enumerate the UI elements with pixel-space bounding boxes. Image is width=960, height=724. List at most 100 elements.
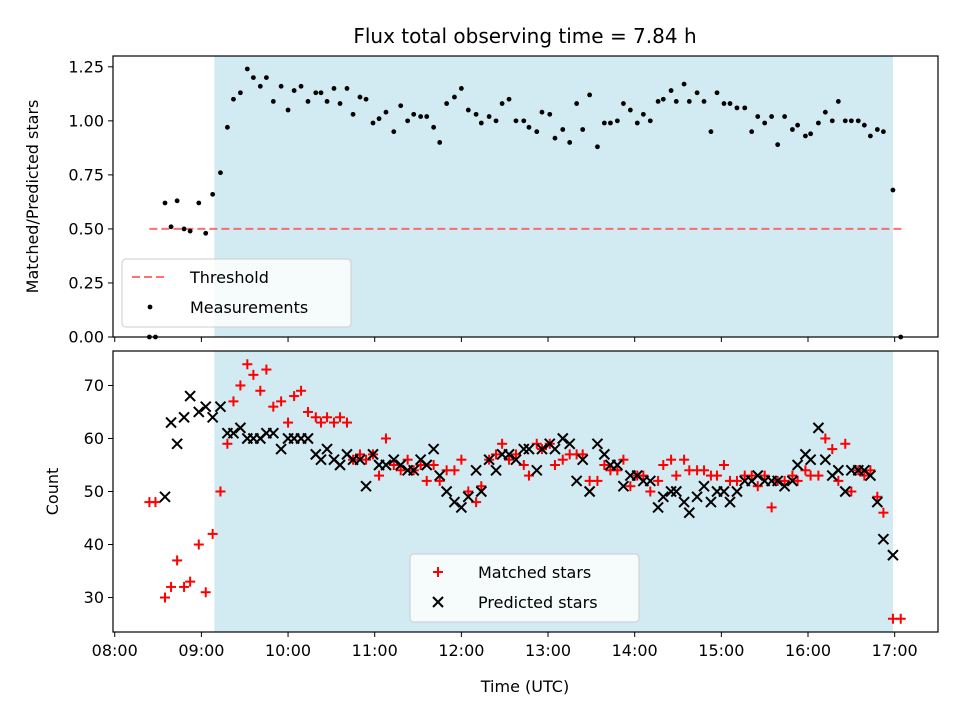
matched-star-point bbox=[666, 454, 677, 465]
matched-star-point bbox=[215, 486, 226, 497]
predicted-star-point bbox=[611, 459, 624, 471]
matched-star-point bbox=[638, 470, 649, 481]
legend-box bbox=[121, 258, 352, 328]
measurement-point bbox=[291, 88, 297, 93]
matched-star-point bbox=[820, 433, 831, 444]
predicted-star-point bbox=[786, 475, 799, 487]
matched-star-point bbox=[428, 459, 439, 470]
predicted-star-point bbox=[206, 411, 219, 423]
matched-star-point bbox=[166, 581, 177, 592]
measurement-point bbox=[595, 144, 600, 150]
predicted-star-point bbox=[523, 443, 535, 455]
measurement-point bbox=[231, 96, 236, 102]
measurement-point bbox=[344, 86, 350, 91]
measurement-point bbox=[513, 118, 519, 124]
predicted-star-point bbox=[791, 459, 804, 471]
matched-star-point bbox=[434, 475, 445, 486]
y-tick-label: 0.25 bbox=[68, 273, 104, 292]
measurement-point bbox=[580, 127, 586, 132]
y-tick-label: 70 bbox=[84, 376, 104, 395]
measurement-point bbox=[486, 114, 492, 119]
matched-star-point bbox=[185, 576, 196, 587]
measurement-point bbox=[405, 118, 411, 124]
measurement-point bbox=[708, 129, 714, 135]
matched-star-point bbox=[833, 475, 844, 486]
legend-predicted-swatch bbox=[432, 596, 444, 608]
measurement-point bbox=[686, 98, 692, 104]
matched-star-point bbox=[592, 475, 603, 486]
matched-star-point bbox=[380, 433, 391, 444]
y-tick-label: 0.50 bbox=[68, 219, 104, 238]
matched-star-point bbox=[242, 359, 253, 370]
matched-star-point bbox=[341, 417, 352, 428]
x-tick-label: 08:00 bbox=[92, 641, 138, 660]
predicted-star-point bbox=[570, 475, 583, 487]
measurement-point bbox=[714, 90, 720, 96]
y-tick-label: 50 bbox=[84, 482, 104, 501]
predicted-star-point bbox=[178, 411, 190, 423]
predicted-star-point bbox=[440, 485, 453, 498]
predicted-star-point bbox=[778, 480, 791, 492]
measurement-point bbox=[250, 75, 256, 81]
measurement-point bbox=[668, 88, 674, 93]
y-tick-label: 0.75 bbox=[68, 165, 104, 184]
measurement-point bbox=[701, 98, 707, 104]
matched-star-point bbox=[476, 481, 487, 492]
predicted-star-point bbox=[887, 549, 899, 561]
matched-star-point bbox=[699, 465, 710, 476]
matched-star-point bbox=[283, 417, 294, 428]
x-tick-label: 10:00 bbox=[265, 641, 311, 660]
matched-star-point bbox=[361, 454, 372, 465]
predicted-star-point bbox=[367, 448, 379, 461]
matched-star-point bbox=[235, 380, 246, 391]
measurement-point bbox=[874, 127, 880, 132]
legend-label: Matched stars bbox=[478, 563, 591, 582]
y-tick-label: 40 bbox=[84, 535, 104, 554]
measurement-point bbox=[521, 118, 527, 124]
predicted-star-point bbox=[462, 491, 475, 503]
predicted-star-point bbox=[455, 501, 468, 514]
measurement-point bbox=[506, 96, 512, 102]
predicted-star-point bbox=[421, 459, 433, 471]
predicted-star-point bbox=[354, 453, 366, 466]
measurement-point bbox=[478, 120, 484, 126]
predicted-star-point bbox=[214, 400, 227, 413]
matched-star-point bbox=[415, 459, 426, 470]
measurement-point bbox=[855, 118, 861, 124]
x-tick-label: 14:00 bbox=[612, 641, 658, 660]
legend-item: Threshold bbox=[132, 268, 269, 287]
matched-star-point bbox=[895, 613, 906, 624]
measurement-point bbox=[587, 92, 593, 98]
measurement-point bbox=[673, 98, 679, 104]
predicted-star-point bbox=[503, 448, 515, 461]
measurement-point bbox=[181, 226, 187, 232]
predicted-star-point bbox=[408, 464, 420, 476]
measurement-point bbox=[244, 66, 250, 72]
measurement-point bbox=[196, 200, 202, 206]
matched-star-point bbox=[718, 459, 729, 470]
measurement-point bbox=[742, 105, 748, 111]
predicted-star-point bbox=[644, 475, 656, 487]
predicted-star-point bbox=[315, 453, 327, 466]
predicted-star-point bbox=[819, 453, 832, 466]
matched-star-point bbox=[557, 454, 568, 465]
matched-star-point bbox=[179, 581, 190, 592]
measurement-point bbox=[431, 124, 437, 130]
measurement-point bbox=[411, 111, 417, 117]
measurement-point bbox=[655, 98, 661, 104]
matched-star-point bbox=[261, 364, 272, 375]
measurement-point bbox=[627, 107, 633, 113]
measurement-point bbox=[734, 105, 740, 111]
predicted-star-point bbox=[302, 432, 314, 445]
measurement-point bbox=[493, 118, 499, 124]
predicted-star-point bbox=[395, 459, 407, 471]
predicted-star-point bbox=[557, 432, 569, 445]
predicted-star-point bbox=[518, 443, 530, 455]
measurement-point bbox=[608, 120, 613, 126]
matched-star-point bbox=[846, 486, 857, 497]
measurement-point bbox=[881, 129, 886, 135]
measurement-point bbox=[363, 96, 369, 102]
measurement-point bbox=[168, 224, 174, 230]
predicted-star-point bbox=[536, 443, 548, 455]
measurement-point bbox=[278, 83, 284, 89]
